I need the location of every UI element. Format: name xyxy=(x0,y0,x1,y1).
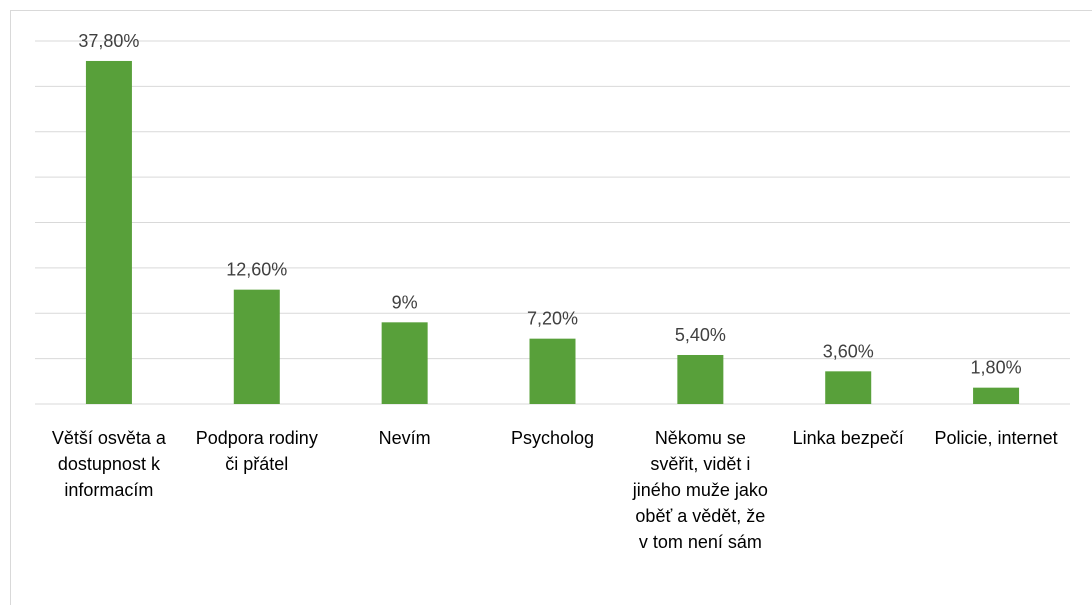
x-tick-label: Linka bezpečí xyxy=(792,428,904,448)
x-tick-label: Někomu se svěřit, vidět i jiného muže ja… xyxy=(632,428,768,552)
bar xyxy=(677,354,724,404)
x-tick-label: Nevím xyxy=(378,428,431,448)
bar xyxy=(973,387,1020,404)
value-label: 1,80% xyxy=(971,358,1022,378)
x-tick-label: Policie, internet xyxy=(934,428,1058,448)
bar xyxy=(529,338,576,404)
x-tick-label: Psycholog xyxy=(510,428,595,448)
x-tick-label: Podpora rodiny či přátel xyxy=(195,428,318,474)
x-tick-label: Větší osvěta a dostupnost k informacím xyxy=(51,428,166,500)
chart-frame xyxy=(10,10,1092,605)
value-label: 3,60% xyxy=(823,341,874,361)
value-label: 5,40% xyxy=(675,325,726,345)
bar xyxy=(381,322,428,404)
bar xyxy=(825,371,872,404)
value-label: 37,80% xyxy=(78,31,139,51)
value-label: 12,60% xyxy=(226,260,287,280)
value-label: 7,20% xyxy=(527,309,578,329)
value-label: 9% xyxy=(392,292,418,312)
bar xyxy=(85,60,132,405)
bar xyxy=(233,289,280,404)
